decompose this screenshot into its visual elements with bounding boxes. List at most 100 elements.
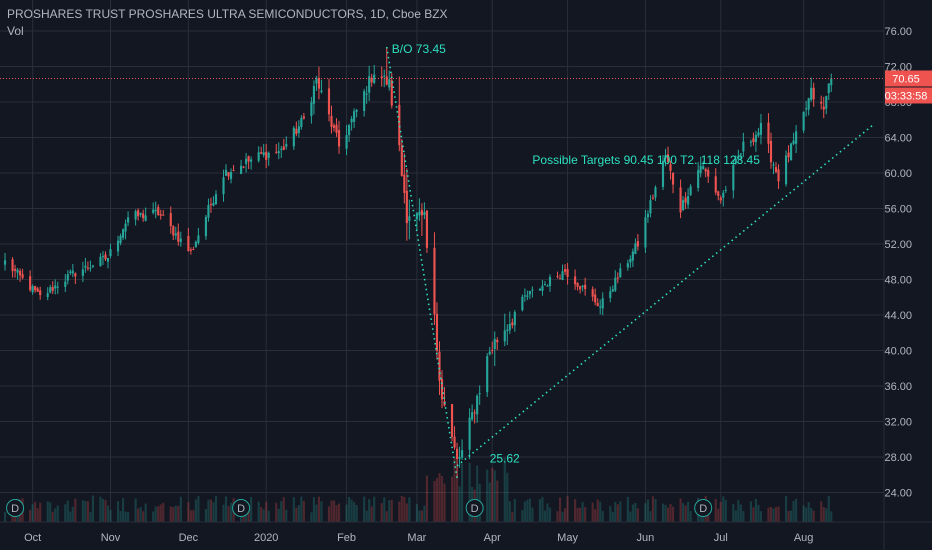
candle-body bbox=[752, 138, 755, 142]
volume-bar bbox=[423, 505, 426, 522]
x-tick-label: Jun bbox=[637, 532, 655, 544]
candle-body bbox=[137, 210, 140, 217]
dividend-marker[interactable]: D bbox=[232, 499, 251, 517]
candle-body bbox=[275, 151, 278, 153]
volume-bar bbox=[265, 501, 268, 522]
volume-bar bbox=[468, 462, 471, 522]
candle-body bbox=[684, 197, 687, 203]
candle-body bbox=[717, 191, 720, 196]
candle-body bbox=[543, 284, 547, 286]
candle-body bbox=[16, 269, 19, 273]
candle-body bbox=[174, 233, 177, 236]
volume-bar bbox=[124, 511, 127, 522]
candle-body bbox=[714, 176, 717, 193]
x-tick-label: 2020 bbox=[254, 532, 278, 544]
candle-body bbox=[101, 256, 105, 258]
candle-body bbox=[486, 356, 489, 393]
candle-body bbox=[669, 164, 672, 171]
candle-body bbox=[187, 236, 190, 251]
volume-bar bbox=[368, 499, 371, 522]
candle-body bbox=[295, 128, 298, 134]
volume-bar bbox=[792, 501, 795, 522]
volume-bar bbox=[420, 510, 423, 522]
volume-bar bbox=[830, 511, 833, 522]
volume-bar bbox=[611, 511, 614, 522]
candle-body bbox=[732, 164, 735, 191]
candle-body bbox=[194, 241, 197, 248]
candle-body bbox=[408, 216, 411, 221]
volume-bar bbox=[742, 511, 745, 522]
volume-bar bbox=[292, 497, 295, 522]
volume-bar bbox=[69, 511, 72, 522]
volume-bar bbox=[458, 486, 461, 522]
volume-bar bbox=[137, 508, 140, 522]
grid-lines bbox=[0, 0, 884, 522]
volume-bar bbox=[179, 496, 182, 522]
volume-bar bbox=[29, 509, 32, 522]
candle-body bbox=[229, 171, 233, 179]
candle-body bbox=[144, 215, 147, 221]
volume-bar bbox=[822, 507, 825, 522]
volume-bar bbox=[302, 500, 305, 522]
candle-body bbox=[332, 125, 336, 128]
candle-body bbox=[737, 156, 740, 160]
candle-body bbox=[292, 127, 295, 147]
candle-body bbox=[353, 111, 356, 122]
volume-bar bbox=[247, 504, 250, 522]
candle-body bbox=[456, 448, 459, 459]
candle-body bbox=[528, 290, 531, 295]
candle-body bbox=[64, 281, 67, 287]
candle-body bbox=[619, 268, 622, 278]
candle-body bbox=[795, 131, 798, 144]
y-tick-label: 60.00 bbox=[884, 168, 912, 180]
volume-bar bbox=[64, 504, 67, 522]
volume-bar bbox=[297, 504, 300, 522]
dividend-marker[interactable]: D bbox=[6, 499, 25, 517]
dividend-marker-circle bbox=[694, 499, 713, 517]
volume-bar bbox=[576, 507, 579, 522]
volume-bar bbox=[558, 497, 562, 522]
volume-bar bbox=[84, 501, 87, 522]
volume-bar bbox=[461, 463, 464, 522]
candle-body bbox=[825, 95, 828, 109]
volume-bar bbox=[435, 478, 439, 522]
volume-bar bbox=[732, 503, 735, 522]
candle-body bbox=[792, 140, 795, 144]
dividend-marker[interactable]: D bbox=[694, 499, 713, 517]
dividend-marker[interactable]: D bbox=[465, 499, 484, 517]
volume-bar bbox=[563, 508, 567, 522]
volume-bar bbox=[476, 465, 479, 522]
volume-bar bbox=[373, 496, 376, 522]
volume-bar bbox=[187, 502, 190, 522]
volume-bar bbox=[724, 499, 727, 522]
volume-bar bbox=[162, 502, 165, 522]
volume-bar bbox=[827, 495, 830, 522]
candle-body bbox=[724, 189, 727, 191]
candle-body bbox=[14, 268, 17, 271]
chart-annotation: 25.62 bbox=[490, 451, 520, 465]
volume-bar bbox=[488, 482, 491, 522]
candle-body bbox=[310, 102, 313, 117]
volume-bar bbox=[651, 496, 655, 522]
volume-bar bbox=[614, 501, 617, 522]
candle-body bbox=[197, 235, 200, 243]
volume-bar bbox=[772, 508, 775, 522]
candle-body bbox=[368, 76, 371, 93]
volume-bar bbox=[104, 500, 107, 522]
countdown-badge-box bbox=[885, 87, 932, 104]
volume-bar bbox=[295, 507, 298, 522]
x-tick-label: Dec bbox=[179, 532, 199, 544]
volume-bar bbox=[310, 512, 313, 522]
candle-body bbox=[790, 143, 793, 161]
candle-body bbox=[772, 164, 775, 166]
candle-body bbox=[611, 289, 614, 292]
candle-body bbox=[245, 158, 248, 164]
candle-body bbox=[774, 167, 778, 172]
candle-body bbox=[626, 263, 629, 268]
candle-body bbox=[280, 148, 283, 150]
candle-body bbox=[599, 306, 602, 308]
volume-bar bbox=[400, 495, 403, 522]
dividend-marker-label: D bbox=[237, 503, 245, 515]
